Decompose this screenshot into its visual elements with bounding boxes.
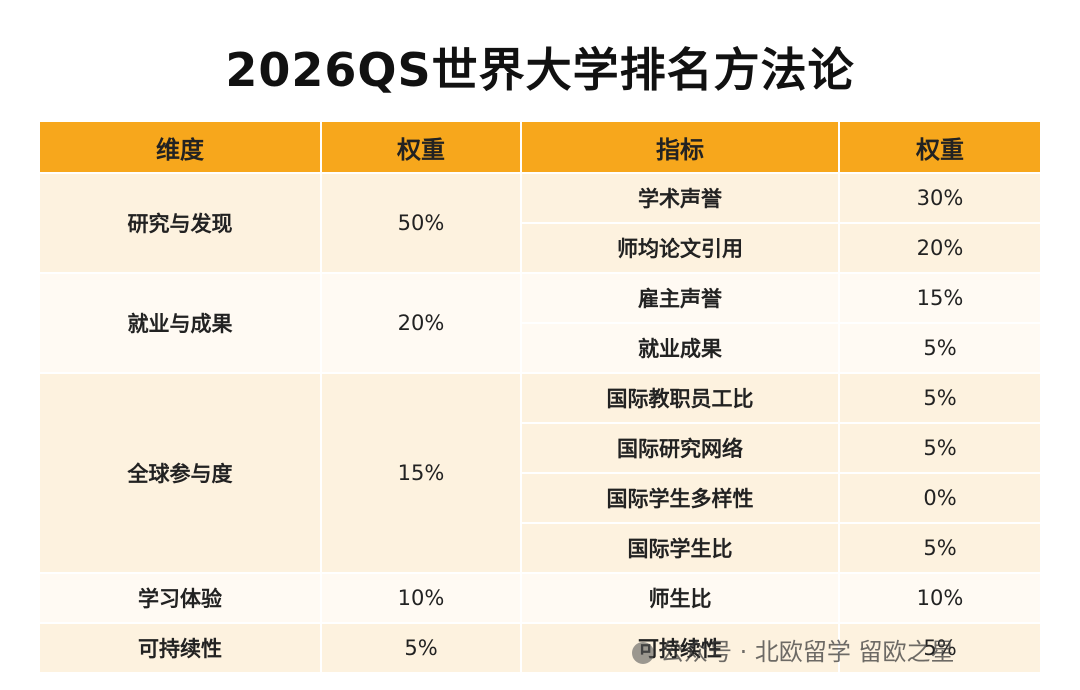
dimension-cell: 就业与成果 bbox=[40, 274, 320, 372]
table-row: 师均论文引用 20% bbox=[40, 224, 1040, 272]
dimension-weight-cell: 10% bbox=[322, 574, 520, 622]
header-cell: 权重 bbox=[322, 122, 520, 172]
indicator-cell: 国际研究网络 bbox=[522, 424, 838, 472]
dimension-weight-cell: 20% bbox=[322, 274, 520, 372]
indicator-weight-cell: 30% bbox=[840, 174, 1040, 222]
dimension-cell: 学习体验 bbox=[40, 574, 320, 622]
watermark-text: 公众号 · 北欧留学 留欧之星 bbox=[660, 638, 955, 666]
indicator-cell: 国际学生多样性 bbox=[522, 474, 838, 522]
dimension-weight-cell: 50% bbox=[322, 174, 520, 272]
indicator-weight-cell: 5% bbox=[840, 424, 1040, 472]
dimension-cell: 可持续性 bbox=[40, 624, 320, 672]
dimension-weight-cell: 15% bbox=[322, 374, 520, 572]
title: 2026QS世界大学排名方法论 bbox=[225, 43, 855, 97]
methodology-table: 维度 权重 指标 权重 研究与发现 50% 学术声誉 30% 师均论文引用 20% 就业与成果 20… bbox=[38, 120, 1042, 674]
indicator-weight-cell: 20% bbox=[840, 224, 1040, 272]
indicator-cell: 国际教职员工比 bbox=[522, 374, 838, 422]
indicator-cell: 国际学生比 bbox=[522, 524, 838, 572]
header-cell: 权重 bbox=[840, 122, 1040, 172]
table-body: 研究与发现 50% 学术声誉 30% 师均论文引用 20% 就业与成果 20% 雇主声誉 15% 就… bbox=[40, 174, 1040, 672]
indicator-cell: 师均论文引用 bbox=[522, 224, 838, 272]
table-row: 可持续性 5% 可持续性 5% bbox=[40, 624, 1040, 672]
table-row: 国际学生多样性 0% bbox=[40, 474, 1040, 522]
indicator-weight-cell: 5% bbox=[840, 374, 1040, 422]
indicator-weight-cell: 0% bbox=[840, 474, 1040, 522]
indicator-cell: 师生比 bbox=[522, 574, 838, 622]
watermark: 公众号 · 北欧留学 留欧之星 bbox=[632, 632, 955, 667]
indicator-cell: 雇主声誉 bbox=[522, 274, 838, 322]
indicator-cell: 就业成果 bbox=[522, 324, 838, 372]
indicator-weight-cell: 15% bbox=[840, 274, 1040, 322]
header-row: 维度 权重 指标 权重 bbox=[40, 122, 1040, 172]
table-row: 国际研究网络 5% bbox=[40, 424, 1040, 472]
indicator-weight-cell: 5% bbox=[840, 524, 1040, 572]
table-row: 学习体验 10% 师生比 10% bbox=[40, 574, 1040, 622]
indicator-weight-cell: 10% bbox=[840, 574, 1040, 622]
indicator-weight-cell: 5% bbox=[840, 324, 1040, 372]
table-row: 全球参与度 15% 国际教职员工比 5% bbox=[40, 374, 1040, 572]
header-cell: 指标 bbox=[522, 122, 838, 172]
dimension-cell: 全球参与度 bbox=[40, 374, 320, 572]
dimension-weight-cell: 5% bbox=[322, 624, 520, 672]
header-cell: 维度 bbox=[40, 122, 320, 172]
indicator-cell: 可持续性 bbox=[522, 624, 838, 672]
table-row: 就业与成果 20% 雇主声誉 15% bbox=[40, 274, 1040, 372]
indicator-cell: 学术声誉 bbox=[522, 174, 838, 222]
table-row: 研究与发现 50% 学术声誉 30% bbox=[40, 174, 1040, 272]
table-row: 国际学生比 5% bbox=[40, 524, 1040, 572]
dimension-cell: 研究与发现 bbox=[40, 174, 320, 272]
indicator-weight-cell: 5% bbox=[840, 624, 1040, 672]
watermark-icon bbox=[632, 642, 654, 664]
table-row: 就业成果 5% bbox=[40, 324, 1040, 372]
